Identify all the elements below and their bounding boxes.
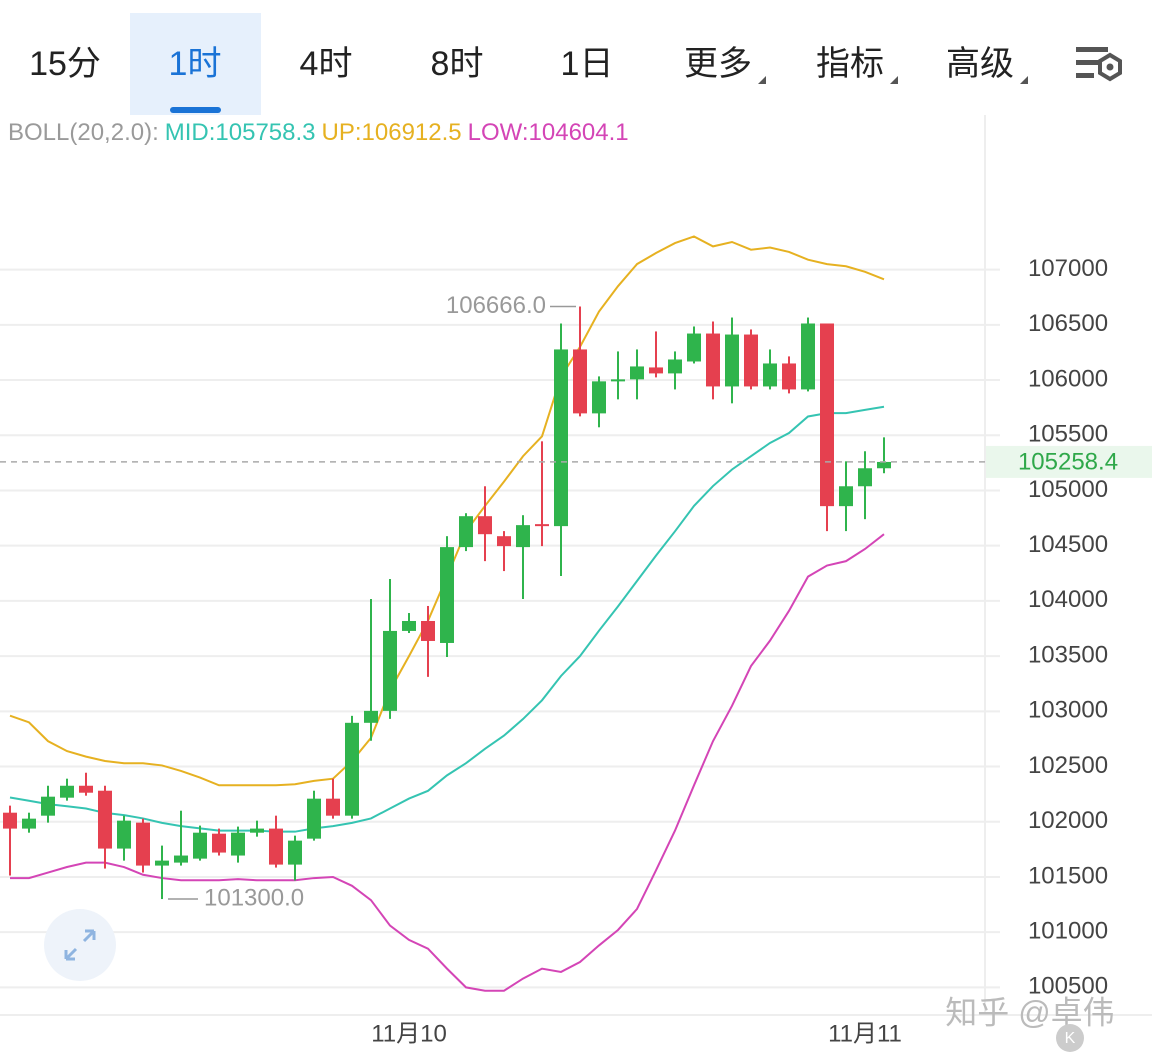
indicator-label: BOLL(20,2.0):	[8, 119, 159, 146]
tab[interactable]: 8时	[431, 45, 484, 83]
candle-body	[839, 486, 853, 507]
watermark: 知乎 @卓伟	[945, 994, 1114, 1030]
candle-body	[630, 366, 644, 380]
candle-body	[516, 525, 530, 548]
legend-entry: UP:106912.5	[322, 119, 462, 146]
dropdown-caret	[1020, 76, 1028, 84]
candle-body	[611, 379, 625, 382]
candle-body	[440, 547, 454, 643]
candle-body	[801, 323, 815, 390]
candle-body	[478, 516, 492, 535]
y-tick-label: 104500	[1028, 531, 1108, 558]
candle-body	[79, 785, 93, 793]
tab[interactable]: 指标	[816, 45, 884, 83]
candle-body	[269, 828, 283, 865]
expand-button[interactable]	[44, 909, 116, 981]
last-price-box	[986, 445, 1152, 478]
candle-body	[592, 381, 606, 414]
candle-body	[383, 630, 397, 711]
candle-body	[573, 349, 587, 414]
y-tick-label: 106000	[1028, 365, 1108, 392]
candle-body	[858, 468, 872, 487]
legend-entry: LOW:104604.1	[468, 119, 629, 146]
y-tick-label: 100500	[1028, 973, 1108, 1000]
candle-body	[763, 363, 777, 387]
candle-body	[174, 855, 188, 863]
candle-body	[117, 820, 131, 849]
candle-body	[744, 334, 758, 387]
settings-icon[interactable]	[1076, 47, 1122, 82]
candle-body	[155, 860, 169, 866]
y-tick-label: 102000	[1028, 807, 1108, 834]
candle-body	[877, 461, 891, 469]
y-tick-label: 101000	[1028, 918, 1108, 945]
y-tick-label: 104000	[1028, 586, 1108, 613]
candle-body	[725, 334, 739, 387]
candle-body	[231, 832, 245, 856]
candle-body	[554, 349, 568, 527]
candle-body	[364, 710, 378, 723]
y-tick-label: 101500	[1028, 862, 1108, 889]
candle-body	[98, 790, 112, 849]
candle-body	[41, 796, 55, 816]
y-tick-label: 107000	[1028, 255, 1108, 282]
candle-body	[3, 812, 17, 829]
candle-body	[782, 363, 796, 390]
candle-body	[193, 832, 207, 859]
dropdown-caret	[758, 76, 766, 84]
tab[interactable]: 15分	[29, 45, 101, 83]
high-label: 106666.0	[446, 292, 546, 319]
candle-body	[345, 722, 359, 816]
legend: BOLL(20,2.0): MID:105758.3 UP:106912.5 LOW:…	[8, 119, 629, 146]
candles	[3, 306, 891, 900]
tab[interactable]: 4时	[300, 45, 353, 83]
candle-body	[497, 536, 511, 547]
candle-body	[668, 359, 682, 374]
candle-body	[250, 828, 264, 833]
tab[interactable]: 1日	[561, 45, 614, 83]
candle-body	[687, 333, 701, 362]
candle-body	[212, 833, 226, 853]
active-tab-bg	[130, 13, 261, 115]
boll-line	[9, 405, 885, 833]
candle-body	[459, 516, 473, 548]
y-tick-label: 103500	[1028, 641, 1108, 668]
y-tick-label: 103000	[1028, 697, 1108, 724]
tab[interactable]: 高级	[946, 45, 1014, 83]
candle-body	[649, 367, 663, 374]
labels: 100500 101000 101500 102000 102500 103000 1035…	[0, 255, 1152, 1047]
k-badge-letter: K	[1065, 1030, 1076, 1047]
k-badge	[1056, 1024, 1084, 1052]
candle-body	[288, 840, 302, 865]
low-label: 101300.0	[204, 884, 304, 911]
tab[interactable]: 1时	[169, 45, 222, 83]
y-tick-label: 105500	[1028, 421, 1108, 448]
candle-body	[60, 785, 74, 798]
candle-body	[402, 620, 416, 631]
y-tick-label: 106500	[1028, 310, 1108, 337]
legend-entry: MID:105758.3	[165, 119, 316, 146]
candle-body	[535, 524, 549, 527]
tab[interactable]: 更多	[684, 45, 752, 83]
candle-body	[421, 620, 435, 641]
candle-body	[326, 798, 340, 816]
x-tick-label: 11月11	[828, 1020, 902, 1047]
y-tick-label: 105000	[1028, 476, 1108, 503]
candle-body	[307, 798, 321, 839]
dropdown-caret	[890, 76, 898, 84]
y-tick-label: 102500	[1028, 752, 1108, 779]
tab-bar: 15分 1时 4时 8时 1日 更多 指标 高级	[29, 45, 1028, 84]
last-price-label: 105258.4	[1018, 448, 1118, 475]
candle-body	[22, 818, 36, 829]
x-tick-label: 11月10	[371, 1020, 447, 1047]
candle-body	[820, 323, 834, 507]
candle-body	[136, 822, 150, 866]
candle-body	[706, 333, 720, 387]
boll-line	[10, 533, 885, 992]
active-tab-underline	[170, 107, 221, 113]
